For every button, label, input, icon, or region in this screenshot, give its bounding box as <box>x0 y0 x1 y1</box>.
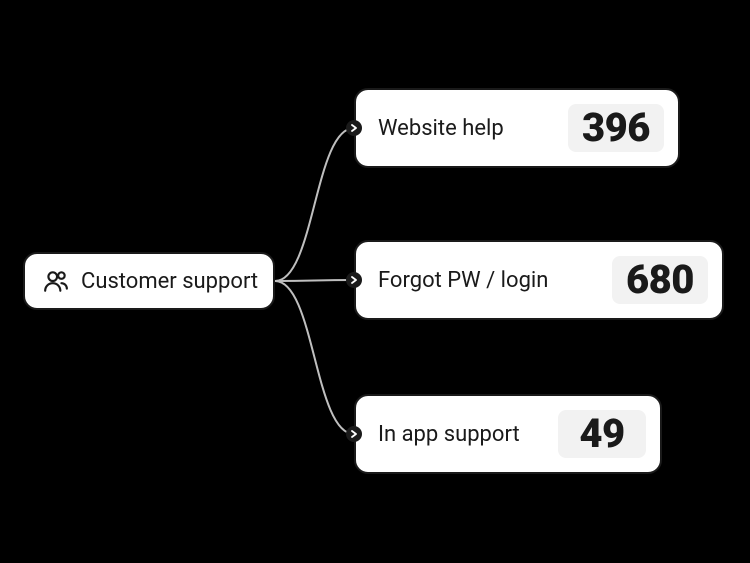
root-node-customer-support[interactable]: Customer support <box>23 252 275 310</box>
value-text: 680 <box>626 260 694 300</box>
child-node-label: Website help <box>378 116 504 141</box>
child-node-forgot-pw-login[interactable]: Forgot PW / login 680 <box>354 240 724 320</box>
value-text: 49 <box>579 414 624 454</box>
diagram-canvas: Customer support Website help 396 Forgot… <box>0 0 750 563</box>
chevron-right-icon <box>346 426 362 442</box>
root-node-label: Customer support <box>81 269 258 294</box>
value-badge: 396 <box>568 104 664 152</box>
child-node-in-app-support[interactable]: In app support 49 <box>354 394 662 474</box>
child-node-label: In app support <box>378 422 520 447</box>
chevron-right-icon <box>346 120 362 136</box>
value-text: 396 <box>582 108 650 148</box>
users-icon <box>43 268 69 294</box>
value-badge: 49 <box>558 410 646 458</box>
value-badge: 680 <box>612 256 708 304</box>
child-node-label: Forgot PW / login <box>378 268 548 293</box>
child-node-website-help[interactable]: Website help 396 <box>354 88 680 168</box>
chevron-right-icon <box>346 272 362 288</box>
